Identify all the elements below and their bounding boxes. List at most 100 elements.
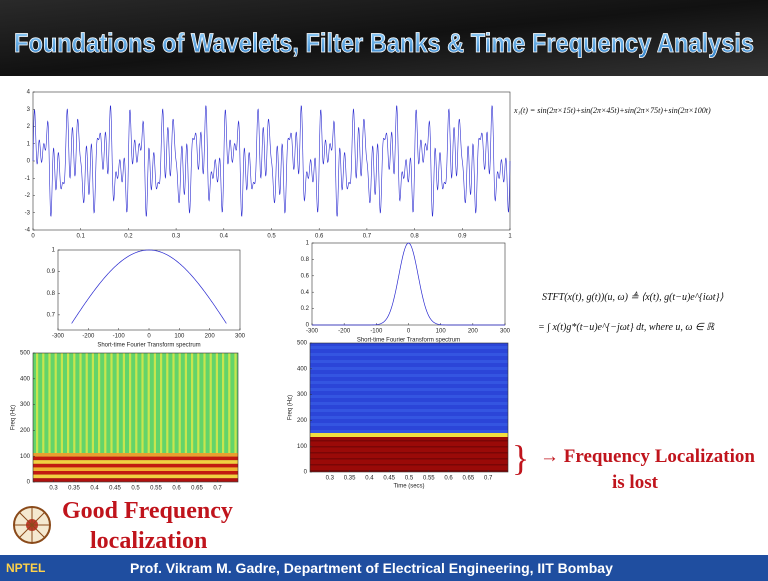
spectrogram-stripe xyxy=(209,353,212,458)
x-tick-label: 100 xyxy=(436,329,447,335)
y-tick-label: 0.4 xyxy=(301,290,310,296)
spectrogram-stripe xyxy=(234,353,237,458)
spectrogram-stripe xyxy=(178,353,181,458)
signal-curve xyxy=(32,105,511,217)
spectrogram-texture xyxy=(310,395,508,398)
spectrogram-texture xyxy=(310,346,508,349)
y-tick-label: 0 xyxy=(27,480,31,486)
y-tick-label: 0.2 xyxy=(301,306,310,312)
footer-band xyxy=(0,555,768,581)
x-tick-label: 0.45 xyxy=(383,476,395,482)
spectrogram-stripe xyxy=(42,353,45,458)
x-tick-label: 0.5 xyxy=(131,486,140,492)
spectrogram-band xyxy=(33,453,238,457)
spectrogram-stripe xyxy=(147,353,150,458)
x-tick-label: 0.55 xyxy=(150,486,162,492)
x-tick-label: 0.7 xyxy=(213,486,222,492)
spectrogram-texture xyxy=(310,464,508,466)
y-tick-label: 200 xyxy=(297,418,308,424)
y-tick-label: 3 xyxy=(27,107,31,113)
spectrogram-texture xyxy=(310,416,508,419)
spectrogram-texture xyxy=(310,409,508,412)
y-tick-label: -3 xyxy=(25,210,31,216)
spectrogram-stripe xyxy=(129,353,132,458)
spectrogram-stripe xyxy=(60,353,63,458)
spectrogram-stripe xyxy=(153,353,156,458)
spectrogram-stripe xyxy=(160,353,163,458)
spectrogram-texture xyxy=(310,430,508,433)
x-tick-label: -300 xyxy=(306,329,319,335)
spectrogram-stripe xyxy=(110,353,113,458)
spectrogram-band xyxy=(33,467,238,472)
plot-caption: Short-time Fourier Transform spectrum xyxy=(357,338,460,344)
x-tick-label: 0.4 xyxy=(365,476,374,482)
spectrogram-stripe xyxy=(91,353,94,458)
x-tick-label: 100 xyxy=(174,334,185,340)
spectrogram-stripe xyxy=(122,353,125,458)
x-axis-label: Time (secs) xyxy=(393,484,424,490)
spectrogram-stripe xyxy=(228,353,231,458)
x-tick-label: -200 xyxy=(82,334,95,340)
y-tick-label: 300 xyxy=(20,402,31,408)
spectrogram-texture xyxy=(310,374,508,377)
y-axis-label: Freq (Hz) xyxy=(288,395,294,420)
x-tick-label: 0.7 xyxy=(363,234,372,240)
y-tick-label: 1 xyxy=(27,141,31,147)
spectrogram-texture xyxy=(310,367,508,370)
spectrogram-image xyxy=(310,343,508,472)
spectrogram-texture xyxy=(310,402,508,405)
spectrogram-stripe xyxy=(48,353,51,458)
spectrogram-stripe xyxy=(203,353,206,458)
x-tick-label: 0.8 xyxy=(410,234,419,240)
x-tick-label: 0.35 xyxy=(68,486,80,492)
x-tick-label: 0.45 xyxy=(109,486,121,492)
x-tick-label: 0.65 xyxy=(463,476,475,482)
annotation-good: Good Frequency xyxy=(62,498,233,524)
spectrogram-band xyxy=(33,460,238,464)
spectrogram-stripe xyxy=(191,353,194,458)
spectrogram-texture xyxy=(310,360,508,363)
annotation-good: localization xyxy=(90,528,207,554)
y-tick-label: -1 xyxy=(25,176,31,182)
x-tick-label: 0.4 xyxy=(220,234,229,240)
nptel-emblem xyxy=(13,506,51,544)
x-tick-label: -100 xyxy=(113,334,126,340)
y-tick-label: 500 xyxy=(20,351,31,357)
x-tick-label: 0.6 xyxy=(444,476,453,482)
x-tick-label: 0.4 xyxy=(90,486,99,492)
x-tick-label: 0 xyxy=(31,234,35,240)
y-tick-label: 300 xyxy=(297,392,308,398)
spectrogram-stripe xyxy=(85,353,88,458)
x-tick-label: 0.5 xyxy=(405,476,414,482)
x-tick-label: 0.55 xyxy=(423,476,435,482)
x-tick-label: -200 xyxy=(338,329,351,335)
y-tick-label: 100 xyxy=(20,454,31,460)
y-axis-label: Freq (Hz) xyxy=(11,405,17,430)
spectrogram-stripe xyxy=(172,353,175,458)
y-tick-label: 400 xyxy=(297,366,308,372)
x-tick-label: 0.6 xyxy=(172,486,181,492)
x-tick-label: -300 xyxy=(52,334,65,340)
y-tick-label: 0 xyxy=(304,470,308,476)
footer-credit: Prof. Vikram M. Gadre, Department of Ele… xyxy=(130,560,613,576)
spectrogram-texture xyxy=(310,388,508,391)
y-tick-label: 0 xyxy=(306,323,310,329)
x-tick-label: 200 xyxy=(468,329,479,335)
spectrogram-stripe xyxy=(197,353,200,458)
spectrogram-band xyxy=(33,471,238,475)
x-tick-label: 200 xyxy=(205,334,216,340)
y-tick-label: 0.8 xyxy=(47,291,56,297)
y-tick-label: 0.7 xyxy=(47,312,56,318)
spectrogram-edge xyxy=(310,433,508,437)
x-tick-label: 1 xyxy=(508,234,512,240)
spectrogram-texture xyxy=(310,353,508,356)
annotation-lost: is lost xyxy=(612,472,659,493)
signal-equation: x₁(t) = sin(2π×15t)+sin(2π×45t)+sin(2π×7… xyxy=(513,106,711,115)
y-tick-label: 100 xyxy=(297,444,308,450)
x-tick-label: 0.65 xyxy=(191,486,203,492)
spectrogram-stripe xyxy=(79,353,82,458)
x-tick-label: 0.3 xyxy=(49,486,58,492)
annotation-lost: → Frequency Localization xyxy=(540,446,755,467)
y-tick-label: -2 xyxy=(25,193,31,199)
